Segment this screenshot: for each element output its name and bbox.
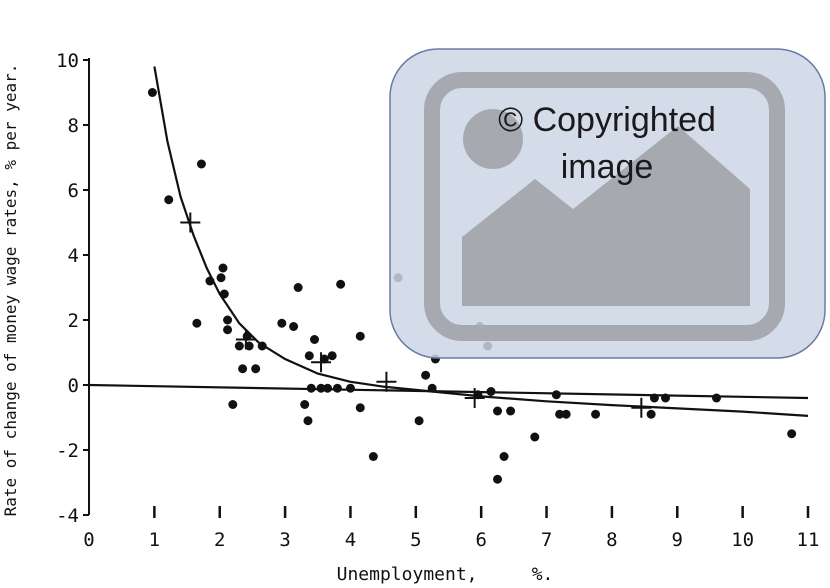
- data-point: [499, 452, 509, 461]
- y-axis-title: Rate of change of money wage rates, % pe…: [1, 64, 20, 517]
- data-point: [223, 315, 233, 325]
- data-point: [551, 390, 561, 400]
- data-point: [277, 318, 287, 328]
- average-cross-marker: [376, 371, 397, 392]
- data-point: [493, 406, 503, 416]
- image-placeholder-icon: [424, 72, 785, 341]
- y-tick-label: 10: [56, 50, 79, 72]
- data-point: [293, 283, 303, 292]
- data-point: [591, 409, 601, 419]
- x-tick-label: 2: [214, 529, 225, 551]
- data-point: [303, 416, 313, 426]
- x-tick-label: 11: [797, 529, 820, 551]
- data-point: [310, 335, 320, 344]
- series-layer: [88, 66, 809, 484]
- data-point: [345, 383, 355, 393]
- data-point: [355, 403, 365, 413]
- data-point: [196, 159, 206, 169]
- data-point: [368, 452, 378, 461]
- average-cross-marker: [311, 352, 332, 373]
- x-axis-title: Unemployment, %.: [337, 564, 554, 585]
- x-tick-label: 0: [83, 529, 94, 551]
- x-tick-label: 6: [475, 529, 486, 551]
- data-point: [300, 400, 310, 409]
- y-tick-label: 6: [68, 180, 79, 202]
- data-point: [251, 364, 261, 374]
- average-cross-marker: [235, 329, 256, 350]
- y-tick-label: -4: [56, 505, 79, 527]
- y-tick-label: -2: [56, 440, 79, 462]
- data-point: [164, 195, 174, 205]
- x-tick-label: 5: [410, 529, 421, 551]
- data-point: [147, 88, 157, 97]
- data-point: [216, 273, 226, 283]
- watermark-line-2: image: [561, 148, 654, 186]
- data-point: [555, 409, 565, 419]
- x-tick-label: 8: [606, 529, 617, 551]
- data-point: [192, 318, 202, 328]
- data-point: [327, 351, 337, 361]
- data-point: [244, 341, 254, 351]
- watermark-line-1: © Copyrighted: [498, 101, 716, 139]
- data-point: [787, 429, 797, 439]
- data-point: [223, 325, 233, 335]
- data-point: [336, 279, 346, 289]
- x-tick-label: 4: [345, 529, 356, 551]
- data-point: [332, 383, 342, 393]
- data-point: [421, 370, 431, 380]
- x-tick-label: 3: [279, 529, 290, 551]
- data-point: [218, 263, 228, 273]
- data-point: [493, 474, 503, 484]
- data-point: [304, 351, 314, 361]
- data-point: [234, 341, 244, 351]
- data-point: [289, 322, 299, 331]
- x-tick-label: 9: [672, 529, 683, 551]
- data-point: [238, 364, 248, 374]
- fitted-curve-3: [88, 383, 809, 400]
- data-point: [530, 432, 540, 442]
- x-tick-label: 10: [731, 529, 754, 551]
- y-tick-label: 4: [68, 245, 79, 267]
- data-point: [228, 400, 238, 409]
- fitted-curve-2: [153, 66, 809, 417]
- data-point: [506, 406, 516, 416]
- data-point: [711, 393, 721, 403]
- copyright-watermark: © Copyrighted image: [389, 48, 826, 359]
- y-tick-label: 8: [68, 115, 79, 137]
- y-tick-label: 2: [68, 310, 79, 332]
- y-tick-label: 0: [68, 375, 79, 397]
- x-tick-label: 7: [541, 529, 552, 551]
- data-point: [414, 416, 424, 426]
- data-point: [355, 331, 365, 341]
- data-point: [561, 409, 571, 419]
- data-point: [646, 409, 656, 419]
- x-tick-label: 1: [149, 529, 160, 551]
